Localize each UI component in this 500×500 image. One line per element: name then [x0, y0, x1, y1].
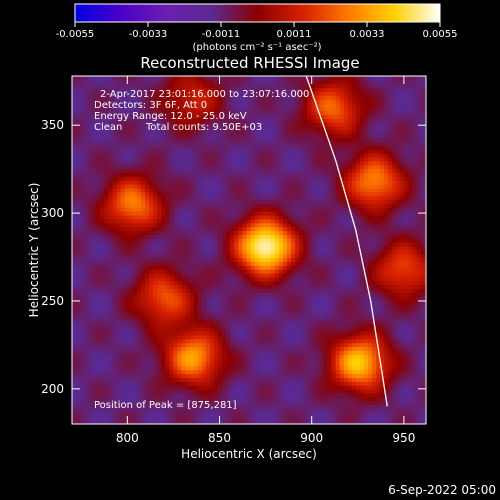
colorbar-tick-label: 0.0033 [350, 29, 385, 40]
axis-ticks: 800 850 900 950 200 250 300 350 [41, 76, 426, 445]
y-tick-label: 250 [41, 294, 64, 308]
solar-limb-curve [305, 76, 388, 407]
colorbar-tick-label: 0.0011 [277, 29, 312, 40]
method-text: Clean [94, 122, 122, 133]
y-tick-label: 200 [41, 382, 64, 396]
energy-range-text: Energy Range: 12.0 - 25.0 keV [94, 111, 247, 122]
colorbar-ticks: -0.0055 -0.0033 -0.0011 0.0011 0.0033 0.0055 [56, 22, 458, 40]
y-axis-label: Heliocentric Y (arcsec) [27, 183, 41, 318]
peak-position-text: Position of Peak = [875,281] [94, 400, 237, 411]
detectors-text: Detectors: 3F 6F, Att 0 [94, 100, 207, 111]
colorbar-tick-label: 0.0055 [423, 29, 458, 40]
x-tick-label: 950 [392, 431, 415, 445]
colorbar-tick-label: -0.0011 [202, 29, 241, 40]
colorbar-tick-label: -0.0033 [129, 29, 168, 40]
x-tick-label: 900 [300, 431, 323, 445]
x-axis-label: Heliocentric X (arcsec) [181, 447, 317, 461]
y-tick-label: 300 [41, 206, 64, 220]
time-range-text: 2-Apr-2017 23:01:16.000 to 23:07:16.000 [100, 89, 309, 100]
x-tick-label: 800 [116, 431, 139, 445]
y-tick-label: 350 [41, 118, 64, 132]
plot-frame [71, 75, 427, 425]
colorbar-unit-label: (photons cm⁻² s⁻¹ asec⁻²) [192, 42, 321, 53]
heatmap-pixels [72, 76, 426, 424]
colorbar-tick-label: -0.0055 [56, 29, 95, 40]
x-tick-label: 850 [208, 431, 231, 445]
colorbar [74, 3, 441, 23]
total-counts-text: Total counts: 9.50E+03 [145, 122, 262, 133]
timestamp: 6-Sep-2022 05:00 [388, 483, 496, 497]
chart-title: Reconstructed RHESSI Image [140, 54, 359, 72]
